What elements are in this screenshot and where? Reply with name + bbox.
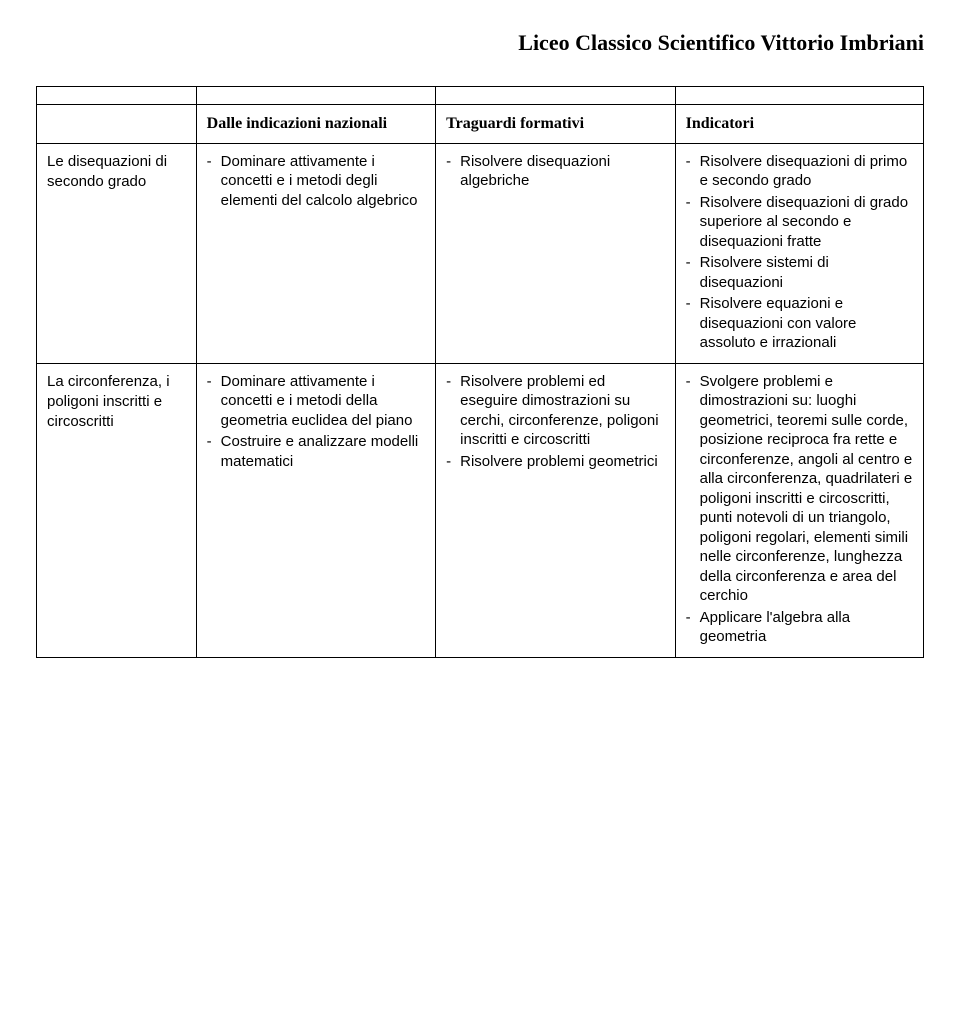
cell-col2: Risolvere problemi ed eseguire dimostraz… [436, 363, 675, 657]
page-title: Liceo Classico Scientifico Vittorio Imbr… [36, 30, 924, 56]
list-item: Risolvere disequazioni algebriche [446, 152, 664, 191]
list-col2: Risolvere problemi ed eseguire dimostraz… [446, 372, 664, 472]
list-item: Dominare attivamente i concetti e i meto… [207, 372, 425, 431]
list-col1: Dominare attivamente i concetti e i meto… [207, 152, 425, 211]
list-item: Risolvere disequazioni di grado superior… [686, 193, 913, 252]
list-col2: Risolvere disequazioni algebriche [446, 152, 664, 191]
list-col3: Risolvere disequazioni di primo e second… [686, 152, 913, 353]
spacer-row [37, 87, 924, 105]
table-row: Le disequazioni di secondo grado Dominar… [37, 143, 924, 363]
cell-col1: Dominare attivamente i concetti e i meto… [196, 363, 435, 657]
header-col1: Dalle indicazioni nazionali [196, 105, 435, 144]
list-item: Svolgere problemi e dimostrazioni su: lu… [686, 372, 913, 606]
list-item: Risolvere disequazioni di primo e second… [686, 152, 913, 191]
list-item: Risolvere sistemi di disequazioni [686, 253, 913, 292]
list-col3: Svolgere problemi e dimostrazioni su: lu… [686, 372, 913, 647]
cell-col3: Svolgere problemi e dimostrazioni su: lu… [675, 363, 923, 657]
cell-col1: Dominare attivamente i concetti e i meto… [196, 143, 435, 363]
list-item: Risolvere problemi geometrici [446, 452, 664, 472]
list-item: Risolvere problemi ed eseguire dimostraz… [446, 372, 664, 450]
header-col3: Indicatori [675, 105, 923, 144]
header-col2: Traguardi formativi [436, 105, 675, 144]
list-col1: Dominare attivamente i concetti e i meto… [207, 372, 425, 472]
curriculum-table: Dalle indicazioni nazionali Traguardi fo… [36, 86, 924, 658]
list-item: Dominare attivamente i concetti e i meto… [207, 152, 425, 211]
list-item: Applicare l'algebra alla geometria [686, 608, 913, 647]
table-row: La circonferenza, i poligoni inscritti e… [37, 363, 924, 657]
header-row: Dalle indicazioni nazionali Traguardi fo… [37, 105, 924, 144]
list-item: Costruire e analizzare modelli matematic… [207, 432, 425, 471]
row-label: Le disequazioni di secondo grado [37, 143, 197, 363]
list-item: Risolvere equazioni e disequazioni con v… [686, 294, 913, 353]
cell-col2: Risolvere disequazioni algebriche [436, 143, 675, 363]
cell-col3: Risolvere disequazioni di primo e second… [675, 143, 923, 363]
row-label: La circonferenza, i poligoni inscritti e… [37, 363, 197, 657]
header-col0 [37, 105, 197, 144]
